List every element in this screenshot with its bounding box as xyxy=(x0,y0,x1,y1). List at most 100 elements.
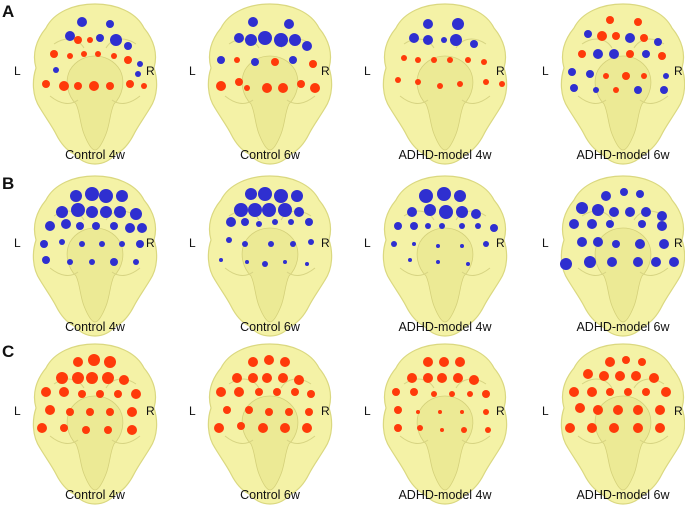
network-node xyxy=(586,70,594,78)
network-node xyxy=(481,59,487,65)
network-node xyxy=(288,219,294,225)
panel-caption: ADHD-model 6w xyxy=(576,488,670,502)
network-node xyxy=(609,207,619,217)
network-node xyxy=(237,422,245,430)
network-node xyxy=(455,357,465,367)
network-node xyxy=(490,224,498,232)
network-node xyxy=(423,357,433,367)
brain-fold xyxy=(455,210,487,221)
network-node xyxy=(461,427,467,433)
network-node xyxy=(457,81,463,87)
network-node xyxy=(141,83,147,89)
network-node xyxy=(104,426,112,434)
panel-caption: Control 6w xyxy=(240,488,300,502)
network-node xyxy=(606,220,614,228)
brain-fold xyxy=(399,95,429,104)
network-node xyxy=(612,240,620,248)
network-node xyxy=(308,239,314,245)
network-node xyxy=(258,423,268,433)
brain-fold xyxy=(111,267,141,276)
network-node xyxy=(297,80,305,88)
brainstem-shape xyxy=(241,395,299,491)
network-node xyxy=(133,259,139,265)
brain-fold xyxy=(286,435,316,444)
network-node xyxy=(657,211,667,221)
network-node xyxy=(423,19,433,29)
network-node xyxy=(419,189,433,203)
network-node xyxy=(578,50,586,58)
network-node xyxy=(50,50,58,58)
panel-caption: ADHD-model 6w xyxy=(576,320,670,334)
brain-fold xyxy=(49,267,79,276)
network-node xyxy=(467,391,473,397)
network-node xyxy=(638,220,646,228)
network-node xyxy=(111,53,117,59)
network-node xyxy=(216,81,226,91)
network-node xyxy=(635,239,645,249)
network-node xyxy=(234,203,248,217)
brain-render xyxy=(560,175,685,337)
network-node xyxy=(119,375,129,385)
network-node xyxy=(40,240,48,248)
brain-fold xyxy=(111,435,141,444)
network-node xyxy=(271,58,279,66)
brainstem-shape xyxy=(416,227,474,323)
network-node xyxy=(394,406,402,414)
network-node xyxy=(285,408,293,416)
network-node xyxy=(483,409,489,415)
row-letter-c: C xyxy=(2,342,15,361)
network-node xyxy=(86,206,98,218)
network-node xyxy=(471,209,481,219)
network-node xyxy=(65,31,75,41)
network-node xyxy=(466,262,470,266)
network-node xyxy=(587,423,597,433)
network-node xyxy=(87,37,93,43)
brain-fold xyxy=(461,267,491,276)
brain-fold xyxy=(633,378,665,389)
network-node xyxy=(634,86,642,94)
network-node xyxy=(77,17,87,27)
network-node xyxy=(78,390,86,398)
brain-fold xyxy=(111,95,141,104)
network-node xyxy=(223,406,231,414)
network-node xyxy=(437,187,451,201)
network-node xyxy=(592,204,604,216)
network-node xyxy=(593,237,603,247)
network-node xyxy=(660,86,668,94)
network-node xyxy=(136,240,144,248)
network-node xyxy=(607,257,617,267)
panel-caption: Control 4w xyxy=(65,320,125,334)
network-node xyxy=(294,207,304,217)
network-node xyxy=(583,369,593,379)
brain-render xyxy=(382,3,508,165)
brain-render xyxy=(560,343,685,505)
network-node xyxy=(280,423,290,433)
brain-fold xyxy=(461,435,491,444)
network-node xyxy=(82,426,90,434)
network-node xyxy=(104,356,116,368)
network-node xyxy=(613,87,619,93)
network-node xyxy=(597,31,607,41)
panel-caption: ADHD-model 6w xyxy=(576,148,670,162)
right-hemisphere-label: R xyxy=(146,404,155,418)
network-node xyxy=(407,207,417,217)
network-node xyxy=(45,405,55,415)
left-hemisphere-label: L xyxy=(14,236,21,250)
network-node xyxy=(439,205,453,219)
network-node xyxy=(417,425,423,431)
network-node xyxy=(440,428,444,432)
network-node xyxy=(86,408,94,416)
network-node xyxy=(657,221,667,231)
network-node xyxy=(633,257,643,267)
brain-fold xyxy=(399,435,429,444)
network-node xyxy=(609,423,619,433)
network-node xyxy=(59,239,65,245)
right-hemisphere-label: R xyxy=(496,64,505,78)
network-node xyxy=(291,190,303,202)
brain-fold xyxy=(280,210,312,221)
